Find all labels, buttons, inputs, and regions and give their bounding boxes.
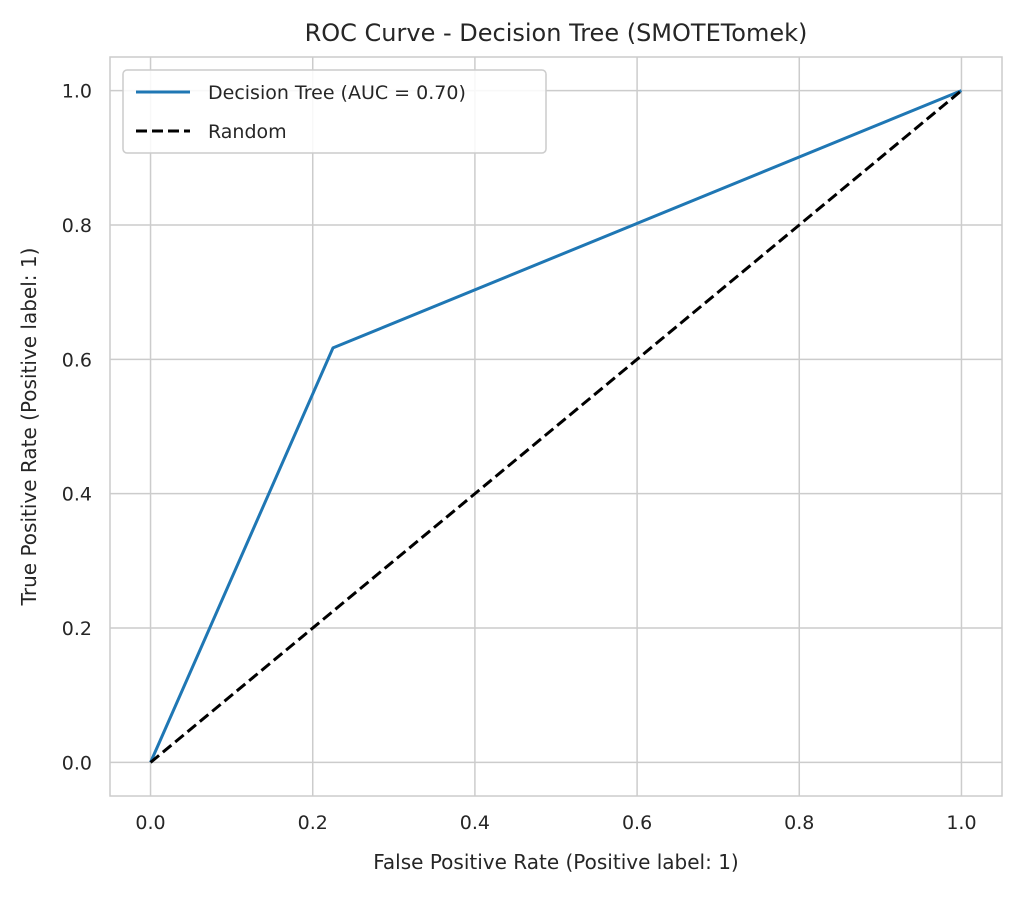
x-tick-label: 1.0 bbox=[946, 812, 976, 834]
series-line-random bbox=[149, 89, 963, 764]
x-tick-label: 0.0 bbox=[135, 812, 165, 834]
legend: Decision Tree (AUC = 0.70) Random bbox=[122, 69, 547, 154]
x-axis-label: False Positive Rate (Positive label: 1) bbox=[373, 850, 739, 874]
y-axis-label: True Positive Rate (Positive label: 1) bbox=[17, 248, 41, 607]
chart-title: ROC Curve - Decision Tree (SMOTETomek) bbox=[305, 19, 808, 47]
x-tick-label: 0.6 bbox=[622, 812, 652, 834]
x-tick-label: 0.4 bbox=[460, 812, 490, 834]
plot-frame bbox=[109, 56, 1003, 797]
y-tick-label: 0.0 bbox=[62, 752, 92, 774]
legend-label: Decision Tree (AUC = 0.70) bbox=[208, 82, 466, 104]
x-tick-label: 0.2 bbox=[298, 812, 328, 834]
legend-label: Random bbox=[208, 121, 287, 143]
y-tick-label: 0.8 bbox=[62, 215, 92, 237]
x-tick-label: 0.8 bbox=[784, 812, 814, 834]
y-tick-label: 0.4 bbox=[62, 484, 92, 506]
y-tick-label: 0.6 bbox=[62, 349, 92, 371]
legend-box bbox=[122, 69, 547, 154]
tick-labels: 0.0 0.2 0.4 0.6 0.8 1.0 0.0 0.2 0.4 0.6 0.8 1.0 bbox=[62, 81, 977, 834]
y-tick-label: 1.0 bbox=[62, 81, 92, 103]
series-layer bbox=[149, 89, 963, 764]
series-line-decision-tree bbox=[149, 89, 963, 764]
y-tick-label: 0.2 bbox=[62, 618, 92, 640]
